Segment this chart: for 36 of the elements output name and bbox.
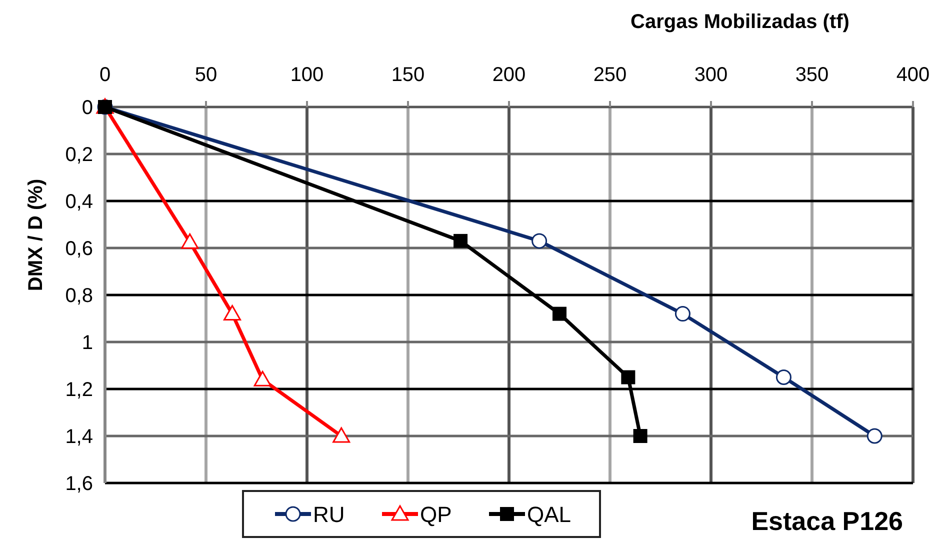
legend-label: RU [313, 502, 345, 527]
point [552, 306, 566, 321]
y-tick-label: 0,8 [65, 285, 93, 307]
x-tick-label: 150 [391, 64, 425, 86]
x-tick-label: 350 [795, 64, 829, 86]
point [254, 370, 272, 386]
point [633, 429, 648, 443]
y-tick-label: 0,4 [65, 191, 93, 213]
legend-label: QP [420, 502, 452, 527]
x-axis-title: Cargas Mobilizadas (tf) [630, 11, 850, 33]
x-tick-label: 200 [492, 64, 526, 86]
legend-label: QAL [527, 502, 572, 527]
point [621, 370, 636, 384]
y-tick-label: 0,2 [65, 144, 93, 166]
y-tick-label: 1 [82, 332, 93, 354]
point [181, 233, 199, 249]
x-tick-label: 300 [694, 64, 728, 86]
point [674, 306, 690, 322]
point [454, 234, 468, 248]
y-tick-label: 1,2 [65, 379, 93, 401]
x-tick-label: 100 [290, 64, 324, 86]
text: Estaca P126 [751, 506, 903, 536]
y-tick-label: 1,4 [65, 426, 93, 448]
y-tick-label: 0 [82, 97, 93, 119]
y-tick-label: 0,6 [65, 238, 93, 260]
point [224, 305, 242, 321]
x-tick-label: 400 [896, 64, 930, 86]
point [332, 427, 350, 443]
x-tick-label: 50 [194, 64, 218, 86]
point [532, 233, 548, 249]
x-tick-label: 0 [99, 64, 111, 86]
x-tick-label: 250 [593, 64, 627, 86]
point [776, 370, 792, 385]
point [866, 428, 882, 444]
y-tick-label: 1,6 [65, 473, 93, 495]
y-axis-title: DMX / D (%) [25, 178, 47, 292]
